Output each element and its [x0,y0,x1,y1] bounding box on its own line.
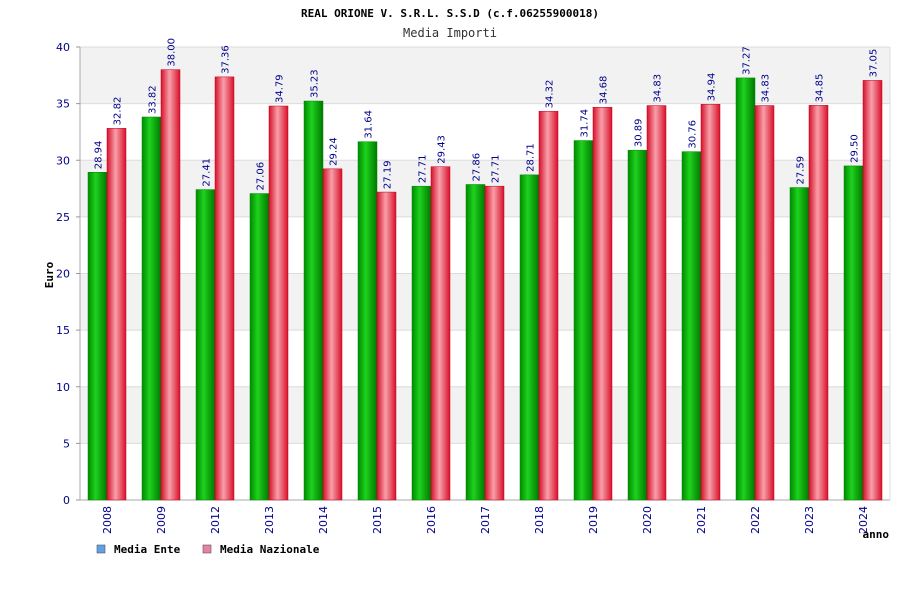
bar-media-nazionale-2023 [808,105,829,501]
bar-media-ente-2024 [843,165,864,501]
bar-media-nazionale-2016 [430,166,451,501]
x-tick-label-2019: 2019 [587,506,600,534]
bars [87,69,883,501]
value-label-media-nazionale-2012: 37.36 [221,45,232,74]
bar-media-ente-2013 [249,193,270,501]
value-label-media-ente-2012: 27.41 [202,158,213,187]
x-tick-label-2009: 2009 [155,506,168,534]
bar-media-nazionale-2013 [268,105,289,501]
x-tick-label-2017: 2017 [479,506,492,534]
bar-media-nazionale-2021 [700,104,721,501]
y-tick-label: 40 [56,41,70,54]
x-axis-categories: 2008 2009 2012 2013 2014 2015 2016 2017 2018 2019… [101,506,870,534]
legend-swatch-media-nazionale [202,544,212,554]
value-label-media-nazionale-2024: 37.05 [869,49,880,78]
bar-media-nazionale-2018 [538,111,559,501]
bar-media-ente-2023 [789,187,810,501]
value-label-media-ente-2017: 27.86 [472,153,483,182]
bar-media-nazionale-2019 [592,106,613,501]
value-label-media-ente-2016: 27.71 [418,155,429,184]
bar-media-ente-2008 [87,172,108,501]
value-label-media-nazionale-2019: 34.68 [599,76,610,105]
x-tick-label-2022: 2022 [749,506,762,534]
value-label-media-ente-2020: 30.89 [634,119,645,148]
y-axis-label: Euro [43,261,56,288]
legend: Media Ente Media Nazionale [96,543,320,556]
value-label-media-ente-2021: 30.76 [688,120,699,149]
x-tick-label-2024: 2024 [857,506,870,534]
chart-title: REAL ORIONE V. S.R.L. S.S.D (c.f.0625590… [301,7,599,20]
x-tick-label-2020: 2020 [641,506,654,534]
bar-media-nazionale-2015 [376,191,397,501]
x-tick-label-2008: 2008 [101,506,114,534]
y-tick-label: 15 [56,324,70,337]
x-tick-label-2021: 2021 [695,506,708,534]
value-label-media-nazionale-2020: 34.83 [653,74,664,103]
value-label-media-ente-2014: 35.23 [310,69,321,98]
value-label-media-ente-2023: 27.59 [796,156,807,185]
y-tick-label: 25 [56,211,70,224]
value-labels: 28.94 32.82 33.82 38.00 27.41 37.36 27.06 34.79… [94,38,880,191]
value-label-media-ente-2015: 31.64 [364,110,375,139]
value-label-media-nazionale-2017: 27.71 [491,155,502,184]
value-label-media-ente-2019: 31.74 [580,109,591,138]
value-label-media-nazionale-2008: 32.82 [113,97,124,126]
chart-subtitle: Media Importi [403,26,497,40]
value-label-media-nazionale-2016: 29.43 [437,135,448,164]
value-label-media-ente-2022: 37.27 [742,46,753,75]
x-tick-label-2013: 2013 [263,506,276,534]
bar-media-ente-2020 [627,149,648,501]
y-tick-label: 30 [56,154,70,167]
bar-media-ente-2018 [519,174,540,501]
x-tick-label-2018: 2018 [533,506,546,534]
bar-media-ente-2015 [357,141,378,501]
y-tick-label: 10 [56,381,70,394]
bar-media-nazionale-2024 [862,80,883,501]
x-tick-label-2014: 2014 [317,506,330,534]
bar-media-nazionale-2020 [646,105,667,501]
value-label-media-nazionale-2018: 34.32 [545,80,556,109]
bar-media-ente-2012 [195,189,216,501]
value-label-media-nazionale-2013: 34.79 [275,74,286,103]
value-label-media-ente-2013: 27.06 [256,162,267,191]
y-tick-label: 5 [63,437,70,450]
x-axis-label: anno [863,528,890,541]
bar-media-ente-2016 [411,185,432,501]
y-tick-label: 20 [56,268,70,281]
y-axis-ticks: 0 5 10 15 20 25 30 35 40 [56,41,80,507]
bar-media-ente-2017 [465,184,486,501]
value-label-media-nazionale-2022: 34.83 [761,74,772,103]
bar-media-nazionale-2008 [106,128,127,501]
legend-swatch-media-ente [96,544,106,554]
value-label-media-nazionale-2009: 38.00 [167,38,178,67]
legend-label-media-ente: Media Ente [114,543,181,556]
bar-media-nazionale-2009 [160,69,181,501]
y-tick-label: 35 [56,98,70,111]
bar-media-ente-2019 [573,140,594,501]
value-label-media-ente-2008: 28.94 [94,141,105,170]
value-label-media-nazionale-2021: 34.94 [707,73,718,102]
value-label-media-ente-2018: 28.71 [526,143,537,172]
value-label-media-ente-2009: 33.82 [148,85,159,114]
value-label-media-nazionale-2023: 34.85 [815,74,826,103]
bar-media-nazionale-2017 [484,185,505,501]
x-tick-label-2012: 2012 [209,506,222,534]
bar-media-nazionale-2014 [322,168,343,501]
bar-media-ente-2014 [303,100,324,501]
value-label-media-ente-2024: 29.50 [850,134,861,163]
x-tick-label-2023: 2023 [803,506,816,534]
x-tick-label-2015: 2015 [371,506,384,534]
bar-media-ente-2021 [681,151,702,501]
bar-media-ente-2022 [735,77,756,501]
legend-label-media-nazionale: Media Nazionale [220,543,320,556]
value-label-media-nazionale-2014: 29.24 [329,137,340,166]
x-tick-label-2016: 2016 [425,506,438,534]
bar-media-nazionale-2022 [754,105,775,501]
y-tick-label: 0 [63,494,70,507]
bar-media-ente-2009 [141,116,162,501]
value-label-media-nazionale-2015: 27.19 [383,160,394,189]
bar-media-nazionale-2012 [214,76,235,501]
